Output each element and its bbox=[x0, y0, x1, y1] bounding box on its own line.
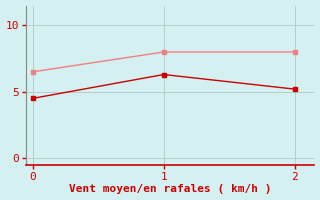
X-axis label: Vent moyen/en rafales ( km/h ): Vent moyen/en rafales ( km/h ) bbox=[69, 184, 271, 194]
